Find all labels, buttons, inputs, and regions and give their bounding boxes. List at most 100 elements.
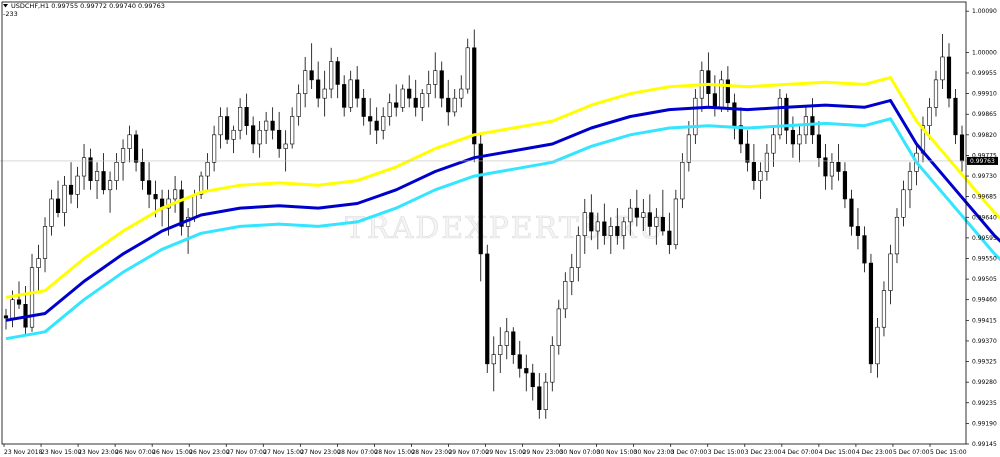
candle [309, 43, 314, 90]
candle [439, 61, 444, 108]
candle [888, 244, 893, 305]
candle-body-bear [849, 198, 854, 227]
candle-body-bull [257, 129, 262, 145]
x-tick-label: 26 Nov 15:00 [152, 449, 193, 456]
candle-body-bull [114, 162, 119, 181]
y-tick-label: 0.99280 [972, 379, 997, 386]
candle-body-bear [413, 97, 418, 108]
candle [485, 244, 490, 374]
candle-body-bear [3, 315, 9, 319]
candle [758, 162, 763, 199]
candle-body-bear [485, 253, 490, 365]
candle [602, 203, 607, 245]
candle-body-bull [940, 56, 945, 81]
x-tick-label: 29 Nov 07:00 [448, 449, 489, 456]
candle [628, 198, 633, 236]
candle-body-bear [660, 216, 665, 232]
candle-body-bull [199, 175, 204, 195]
candle-body-bull [303, 70, 308, 94]
candle [446, 79, 451, 126]
candle [608, 217, 613, 254]
candle-body-bear [251, 125, 256, 145]
y-tick-label: 0.99235 [972, 400, 997, 407]
candle-body-bear [446, 97, 451, 113]
candle-body-bear [868, 262, 874, 365]
candle [491, 336, 496, 392]
candle-body-bear [225, 116, 230, 140]
candle-body-bear [517, 354, 522, 369]
candle-body-bear [667, 230, 672, 246]
candle-body-bear [732, 102, 737, 126]
candle [589, 194, 594, 241]
candle [933, 70, 939, 117]
candle [901, 180, 906, 227]
candle-body-bear [309, 70, 314, 81]
candle [49, 189, 54, 236]
candle-body-bull [387, 102, 392, 117]
candle [693, 89, 698, 144]
candle-body-bull [264, 120, 269, 131]
candle [452, 89, 457, 117]
candle [940, 34, 945, 90]
candle-body-bear [855, 226, 861, 236]
y-tick-label: 0.99910 [972, 91, 997, 98]
candle [953, 89, 958, 144]
candle [322, 70, 327, 117]
candle-body-bull [426, 84, 431, 94]
candle-body-bull [543, 381, 548, 410]
candle-body-bear [101, 171, 106, 191]
candle-body-bear [511, 331, 516, 355]
candle-body-bear [342, 84, 347, 108]
candle-body-bull [608, 226, 613, 236]
y-tick-label: 0.99145 [972, 441, 997, 448]
candle-body-bull [576, 235, 581, 268]
candle-body-bull [81, 157, 87, 177]
candle-body-bull [381, 116, 386, 131]
candle [582, 198, 587, 254]
candle-body-bull [875, 326, 880, 365]
candle [543, 373, 548, 419]
candle [277, 111, 282, 158]
candle-body-bear [706, 70, 711, 94]
x-tick-label: 23 Nov 23:00 [78, 449, 119, 456]
candle [88, 148, 93, 190]
candle-body-bull [686, 134, 691, 163]
x-tick-label: 30 Nov 15:00 [597, 449, 638, 456]
candle-body-bear [270, 120, 275, 131]
x-tick-label: 28 Nov 23:00 [411, 449, 452, 456]
candle [725, 66, 730, 112]
candle [537, 373, 542, 419]
candle [621, 217, 626, 250]
candle-body-bull [420, 93, 425, 108]
candle-body-bull [173, 189, 178, 200]
candle-body-bull [231, 129, 236, 140]
candle-body-bear [738, 125, 743, 145]
candle-body-bull [563, 281, 568, 310]
candle [218, 107, 223, 149]
y-tick-label: 0.99685 [972, 194, 997, 201]
candle-body-bear [277, 129, 282, 149]
candle-body-bear [784, 97, 789, 131]
candle [478, 134, 483, 282]
candle-body-bull [933, 79, 939, 108]
candle-body-bull [881, 290, 887, 328]
candle-body-bear [439, 70, 444, 99]
candle [94, 162, 100, 199]
chart-menu-triangle-icon[interactable] [3, 4, 8, 8]
candle-body-bull [36, 258, 41, 268]
candle [290, 107, 295, 149]
candle [875, 318, 880, 378]
candle [472, 29, 477, 163]
candle-body-bull [829, 162, 835, 177]
candle [699, 61, 704, 112]
x-tick-label: 26 Nov 23:00 [189, 449, 230, 456]
plot-frame [1, 1, 967, 445]
candle [68, 162, 74, 204]
candle [511, 327, 516, 364]
y-tick-label: 1.00000 [972, 49, 997, 56]
candle [641, 198, 646, 232]
candle [55, 180, 61, 218]
candle-body-bear [153, 194, 158, 200]
candle [465, 38, 470, 94]
